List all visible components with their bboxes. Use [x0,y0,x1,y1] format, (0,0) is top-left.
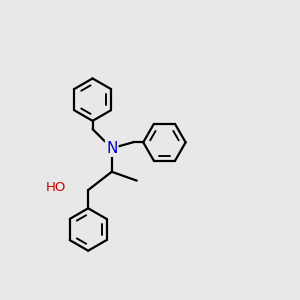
Text: N: N [106,141,117,156]
Text: HO: HO [46,181,66,194]
